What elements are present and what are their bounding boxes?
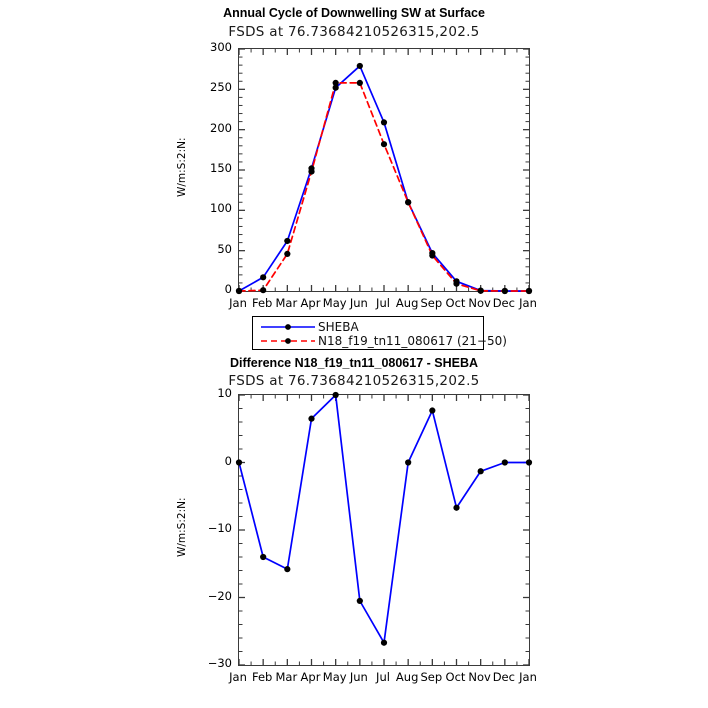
x-tick-label: Jan xyxy=(229,670,247,684)
x-tick-label: Sep xyxy=(420,670,443,684)
top-panel-subtitle: FSDS at 76.73684210526315,202.5 xyxy=(228,24,480,40)
x-tick-label: Jan xyxy=(519,296,537,310)
data-point xyxy=(405,199,412,206)
x-tick-label: Jan xyxy=(229,296,247,310)
y-tick-label: 10 xyxy=(217,386,232,400)
x-tick-label: Jun xyxy=(349,670,368,684)
bottom-plot-svg xyxy=(235,391,533,666)
data-point xyxy=(260,553,267,561)
data-point xyxy=(332,79,339,86)
data-point xyxy=(501,287,508,295)
data-point xyxy=(308,415,315,422)
data-point xyxy=(356,597,363,604)
data-point xyxy=(356,79,363,86)
data-point xyxy=(380,639,388,646)
x-tick-label: Sep xyxy=(420,296,443,310)
y-tick-label: −20 xyxy=(207,588,232,603)
data-point xyxy=(525,287,533,295)
top-panel-title: Annual Cycle of Downwelling SW at Surfac… xyxy=(223,6,485,20)
x-tick-label: Dec xyxy=(492,296,515,310)
data-point xyxy=(332,84,339,91)
data-point xyxy=(260,287,267,294)
legend-item-sheba: SHEBA xyxy=(260,320,476,334)
top-y-axis-label: W/m:S:2:N: xyxy=(176,137,188,198)
y-tick-label: 0 xyxy=(224,282,232,296)
x-tick-label: Apr xyxy=(300,670,321,684)
legend-item-model: N18_f19_tn11_080617 (21−50) xyxy=(260,334,507,348)
data-point xyxy=(284,250,291,257)
y-tick-label: 150 xyxy=(210,161,232,175)
x-tick-label: Jun xyxy=(349,296,368,310)
data-point xyxy=(405,459,412,466)
x-tick-label: Oct xyxy=(445,296,466,310)
x-tick-label: Aug xyxy=(395,296,419,310)
x-tick-label: Nov xyxy=(468,670,491,684)
series-line xyxy=(238,65,530,292)
bottom-panel-subtitle: FSDS at 76.73684210526315,202.5 xyxy=(228,373,480,389)
y-tick-label: 50 xyxy=(217,241,232,256)
data-point xyxy=(501,459,508,466)
legend-label-model: N18_f19_tn11_080617 (21−50) xyxy=(318,334,507,348)
data-point xyxy=(356,62,363,70)
y-tick-label: −10 xyxy=(207,521,232,535)
data-point xyxy=(235,459,243,466)
x-tick-label: Jul xyxy=(376,296,390,310)
y-tick-label: 250 xyxy=(210,80,232,95)
legend-swatch-model xyxy=(260,335,316,347)
x-tick-label: Apr xyxy=(300,296,321,310)
x-tick-label: May xyxy=(322,670,347,684)
series-line xyxy=(238,82,530,292)
y-tick-label: 100 xyxy=(210,201,232,216)
data-point xyxy=(235,287,243,295)
x-tick-label: Mar xyxy=(275,296,298,310)
x-tick-label: Jan xyxy=(519,670,537,684)
x-tick-label: Feb xyxy=(251,296,273,310)
data-point xyxy=(380,119,388,126)
x-tick-label: May xyxy=(322,296,347,310)
bottom-plot-area xyxy=(235,391,533,666)
x-tick-label: Jul xyxy=(376,670,390,684)
bottom-y-axis-label: W/m:S:2:N: xyxy=(176,497,188,558)
data-point xyxy=(453,504,460,511)
series-line xyxy=(238,394,530,644)
top-panel: Annual Cycle of Downwelling SW at Surfac… xyxy=(176,6,537,350)
y-tick-label: 0 xyxy=(224,453,232,468)
data-point xyxy=(332,391,339,399)
bottom-panel-title: Difference N18_f19_tn11_080617 - SHEBA xyxy=(229,356,479,370)
data-point xyxy=(429,407,436,414)
top-plot-area xyxy=(235,48,533,295)
data-point xyxy=(260,274,267,281)
data-point xyxy=(477,468,484,475)
top-plot-svg xyxy=(235,48,533,295)
data-point xyxy=(380,141,388,148)
x-tick-label: Aug xyxy=(395,670,419,684)
legend: SHEBA N18_f19_tn11_080617 (21−50) xyxy=(252,316,507,350)
y-tick-label: −30 xyxy=(207,656,232,670)
data-point xyxy=(525,459,533,466)
data-point xyxy=(477,287,484,294)
data-point xyxy=(308,168,315,175)
x-tick-label: Dec xyxy=(492,670,515,684)
x-tick-label: Nov xyxy=(468,296,491,310)
data-point xyxy=(429,252,436,259)
y-tick-label: 300 xyxy=(210,40,232,54)
x-tick-label: Mar xyxy=(275,670,298,684)
data-point xyxy=(453,280,460,287)
x-tick-label: Feb xyxy=(251,670,273,684)
legend-swatch-sheba xyxy=(260,321,316,333)
y-tick-label: 200 xyxy=(210,120,232,135)
data-point xyxy=(284,566,291,573)
bottom-panel: Difference N18_f19_tn11_080617 - SHEBA F… xyxy=(0,355,708,708)
legend-label-sheba: SHEBA xyxy=(318,320,359,334)
x-tick-label: Oct xyxy=(445,670,466,684)
data-point xyxy=(284,237,291,245)
